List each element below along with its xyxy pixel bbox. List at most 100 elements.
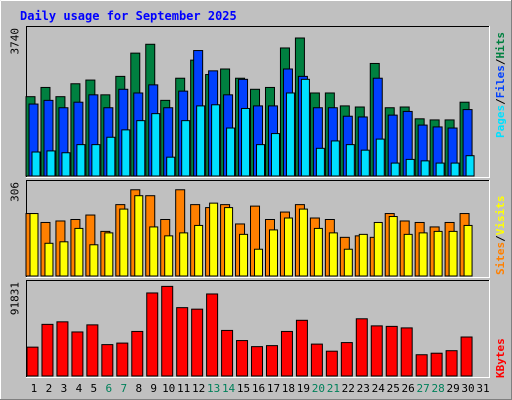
bar-sites-day-28 — [433, 230, 443, 277]
bar-sites-day-5 — [89, 244, 99, 277]
bar-sites-day-2 — [44, 242, 54, 277]
bar-kbytes-day-3 — [56, 321, 69, 377]
legend-sites: Sites — [494, 242, 507, 275]
bar-pages-day-30 — [465, 155, 475, 177]
bar-pages-day-19 — [300, 78, 310, 177]
xtick-day-16: 16 — [252, 382, 265, 395]
bar-kbytes-day-21 — [325, 350, 338, 377]
xtick-day-31: 31 — [476, 382, 489, 395]
bar-kbytes-day-6 — [101, 344, 114, 377]
bar-sites-day-18 — [283, 217, 293, 277]
bar-pages-day-4 — [76, 144, 86, 177]
xtick-day-13: 13 — [207, 382, 220, 395]
bar-pages-day-11 — [181, 120, 191, 177]
xtick-day-24: 24 — [372, 382, 386, 395]
bar-sites-day-29 — [448, 230, 458, 277]
bar-kbytes-day-1 — [26, 346, 39, 377]
bar-pages-day-20 — [315, 147, 325, 177]
bar-sites-day-13 — [209, 202, 219, 277]
bar-kbytes-day-5 — [86, 324, 99, 377]
xtick-day-15: 15 — [237, 382, 250, 395]
xtick-day-17: 17 — [267, 382, 280, 395]
xtick-day-23: 23 — [357, 382, 370, 395]
bar-sites-day-14 — [224, 207, 234, 277]
bar-sites-day-22 — [343, 248, 353, 277]
bar-sites-day-6 — [104, 232, 114, 277]
bar-pages-day-10 — [166, 156, 176, 177]
xtick-day-8: 8 — [135, 382, 142, 395]
xtick-day-11: 11 — [177, 382, 190, 395]
legend-kbytes: KBytes — [494, 338, 507, 378]
bar-kbytes-day-23 — [355, 318, 368, 377]
bar-kbytes-day-16 — [251, 346, 264, 377]
bar-kbytes-day-20 — [310, 343, 323, 377]
bar-pages-day-22 — [345, 144, 355, 177]
bar-kbytes-day-24 — [370, 325, 383, 377]
bar-pages-day-16 — [256, 144, 266, 177]
bar-kbytes-day-27 — [415, 354, 428, 377]
xtick-day-10: 10 — [162, 382, 175, 395]
bar-pages-day-18 — [285, 92, 295, 177]
xtick-day-19: 19 — [297, 382, 310, 395]
bar-pages-day-25 — [390, 162, 400, 177]
bar-sites-day-10 — [164, 235, 174, 277]
bar-pages-day-15 — [241, 107, 251, 177]
xtick-day-28: 28 — [431, 382, 444, 395]
bar-sites-day-19 — [298, 208, 308, 277]
kbytes-legend: KBytes — [494, 338, 507, 378]
legend-separator: / — [494, 98, 507, 105]
bar-kbytes-day-11 — [176, 307, 189, 377]
bar-pages-day-24 — [375, 138, 385, 177]
xtick-day-22: 22 — [342, 382, 355, 395]
visits-legend: Sites/Visits — [494, 196, 507, 276]
bar-sites-day-1 — [29, 213, 39, 277]
bar-sites-day-11 — [179, 232, 189, 277]
bar-kbytes-day-7 — [116, 342, 129, 377]
bar-pages-day-1 — [31, 151, 41, 177]
bar-pages-day-9 — [151, 113, 161, 177]
xtick-day-30: 30 — [461, 382, 474, 395]
xtick-day-6: 6 — [106, 382, 113, 395]
xtick-day-26: 26 — [402, 382, 415, 395]
legend-files: Files — [494, 65, 507, 98]
xtick-day-20: 20 — [312, 382, 325, 395]
bar-sites-day-7 — [119, 208, 129, 277]
legend-pages: Pages — [494, 105, 507, 138]
xtick-day-27: 27 — [417, 382, 430, 395]
bar-sites-day-24 — [373, 221, 383, 277]
bar-kbytes-day-8 — [131, 330, 144, 377]
bar-pages-day-2 — [46, 150, 56, 177]
bar-pages-day-7 — [121, 129, 131, 177]
xtick-day-5: 5 — [91, 382, 98, 395]
bar-kbytes-day-4 — [71, 331, 84, 377]
legend-hits: Hits — [494, 32, 507, 59]
bar-kbytes-day-15 — [236, 340, 249, 377]
xtick-day-3: 3 — [61, 382, 68, 395]
bar-kbytes-day-19 — [295, 319, 308, 377]
xtick-day-4: 4 — [76, 382, 83, 395]
xtick-day-14: 14 — [222, 382, 236, 395]
bar-sites-day-4 — [74, 227, 84, 277]
visits-panel-ytick-top: 306 — [9, 182, 22, 202]
bar-kbytes-day-9 — [146, 292, 159, 377]
bar-pages-day-3 — [61, 152, 71, 177]
bar-pages-day-12 — [196, 105, 206, 177]
bar-kbytes-day-29 — [445, 350, 458, 377]
xtick-day-9: 9 — [150, 382, 157, 395]
bar-sites-day-12 — [194, 224, 204, 277]
bar-kbytes-day-25 — [385, 325, 398, 377]
bar-sites-day-20 — [313, 227, 323, 277]
bar-pages-day-14 — [226, 127, 236, 177]
xtick-day-2: 2 — [46, 382, 53, 395]
bar-kbytes-day-17 — [265, 345, 278, 377]
bar-kbytes-day-10 — [161, 285, 174, 377]
bar-pages-day-6 — [106, 136, 116, 177]
bar-kbytes-day-14 — [221, 329, 234, 377]
bar-sites-day-3 — [59, 241, 69, 277]
bar-sites-day-15 — [239, 233, 249, 277]
bar-sites-day-21 — [328, 232, 338, 277]
bar-kbytes-day-2 — [41, 323, 54, 377]
bar-sites-day-30 — [463, 224, 473, 277]
bar-sites-day-16 — [254, 248, 264, 277]
